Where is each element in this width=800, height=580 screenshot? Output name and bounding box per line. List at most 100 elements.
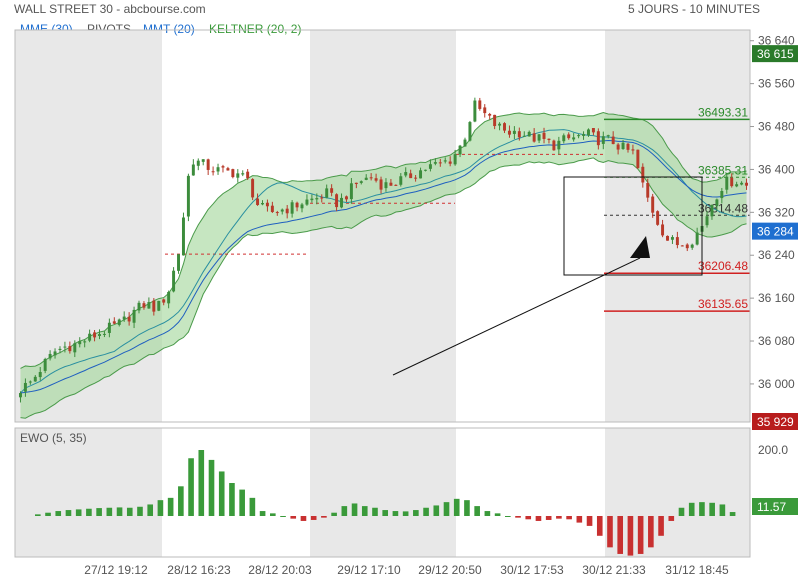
candle-body[interactable]: [63, 346, 67, 348]
candle-body[interactable]: [38, 372, 42, 378]
candle-body[interactable]: [58, 348, 62, 350]
candle-body[interactable]: [18, 393, 22, 398]
candle-body[interactable]: [162, 299, 166, 303]
candle-body[interactable]: [147, 302, 151, 309]
candle-body[interactable]: [522, 135, 526, 137]
candle-body[interactable]: [661, 224, 665, 236]
candle-body[interactable]: [453, 154, 457, 165]
candle-body[interactable]: [438, 162, 442, 164]
candle-body[interactable]: [310, 198, 314, 201]
candle-body[interactable]: [88, 333, 92, 341]
candle-body[interactable]: [186, 175, 190, 217]
candle-body[interactable]: [226, 168, 230, 171]
candle-body[interactable]: [448, 161, 452, 164]
candle-body[interactable]: [735, 184, 739, 187]
candle-body[interactable]: [285, 208, 289, 214]
candle-body[interactable]: [379, 179, 383, 190]
candle-body[interactable]: [567, 134, 571, 139]
annotation-box[interactable]: [563, 176, 703, 276]
candle-body[interactable]: [315, 198, 319, 200]
candle-body[interactable]: [710, 204, 714, 217]
candle-body[interactable]: [532, 133, 536, 142]
candle-body[interactable]: [256, 198, 260, 206]
candle-body[interactable]: [463, 139, 467, 147]
candle-body[interactable]: [720, 190, 724, 199]
candle-body[interactable]: [335, 194, 339, 208]
candle-body[interactable]: [265, 202, 269, 207]
candle-body[interactable]: [498, 123, 502, 126]
candle-body[interactable]: [28, 381, 32, 383]
candle-body[interactable]: [419, 170, 423, 179]
candle-body[interactable]: [241, 173, 245, 175]
candle-body[interactable]: [201, 159, 205, 162]
candle-body[interactable]: [478, 100, 482, 109]
candle-body[interactable]: [582, 134, 586, 136]
candle-body[interactable]: [621, 142, 625, 150]
candle-body[interactable]: [433, 162, 437, 164]
candle-body[interactable]: [231, 169, 235, 178]
candle-body[interactable]: [507, 130, 511, 135]
candle-body[interactable]: [690, 244, 694, 248]
candle-body[interactable]: [468, 122, 472, 141]
candle-body[interactable]: [122, 316, 126, 320]
candle-body[interactable]: [596, 131, 600, 146]
candle-body[interactable]: [305, 199, 309, 205]
candle-body[interactable]: [325, 188, 329, 198]
candle-body[interactable]: [591, 128, 595, 133]
candle-body[interactable]: [102, 333, 106, 335]
candle-body[interactable]: [394, 184, 398, 186]
candle-body[interactable]: [631, 149, 635, 151]
candle-body[interactable]: [251, 179, 255, 198]
candle-body[interactable]: [330, 188, 334, 193]
candle-body[interactable]: [374, 178, 378, 181]
candle-body[interactable]: [428, 164, 432, 169]
candle-body[interactable]: [399, 176, 403, 185]
candle-body[interactable]: [488, 113, 492, 116]
candle-body[interactable]: [236, 173, 240, 178]
candle-body[interactable]: [93, 332, 97, 338]
candle-body[interactable]: [23, 382, 27, 392]
chart-period[interactable]: 5 JOURS - 10 MINUTES: [628, 2, 761, 16]
candle-body[interactable]: [547, 138, 551, 141]
candle-body[interactable]: [295, 202, 299, 208]
candle-body[interactable]: [275, 212, 279, 214]
candle-body[interactable]: [725, 176, 729, 190]
candle-body[interactable]: [675, 237, 679, 246]
candle-body[interactable]: [340, 197, 343, 208]
candle-body[interactable]: [409, 173, 413, 179]
candle-body[interactable]: [616, 144, 620, 150]
annotation-arrow-line[interactable]: [392, 257, 641, 376]
candle-body[interactable]: [142, 303, 146, 308]
candle-body[interactable]: [206, 159, 210, 170]
candle-body[interactable]: [670, 237, 674, 240]
candle-body[interactable]: [112, 321, 116, 324]
candle-body[interactable]: [527, 131, 531, 137]
candle-body[interactable]: [552, 140, 556, 151]
candle-body[interactable]: [636, 149, 640, 168]
candle-body[interactable]: [745, 182, 749, 186]
candle-body[interactable]: [404, 172, 408, 176]
candle-body[interactable]: [167, 291, 171, 304]
candle-body[interactable]: [715, 199, 719, 207]
candle-body[interactable]: [577, 135, 581, 137]
candle-body[interactable]: [221, 166, 225, 168]
candle-body[interactable]: [646, 182, 650, 198]
candle-body[interactable]: [152, 300, 156, 312]
candle-body[interactable]: [666, 235, 669, 241]
candle-body[interactable]: [611, 136, 615, 145]
candle-body[interactable]: [685, 244, 689, 249]
candle-body[interactable]: [137, 302, 141, 311]
candle-body[interactable]: [641, 166, 645, 183]
candle-body[interactable]: [78, 341, 82, 345]
candle-body[interactable]: [414, 177, 418, 179]
candle-body[interactable]: [98, 334, 101, 336]
candle-body[interactable]: [443, 160, 447, 162]
candle-body[interactable]: [181, 217, 185, 256]
candle-body[interactable]: [705, 216, 709, 226]
candle-body[interactable]: [261, 203, 264, 205]
candle-body[interactable]: [601, 136, 605, 144]
candle-body[interactable]: [177, 254, 181, 271]
candle-body[interactable]: [33, 376, 37, 382]
candle-body[interactable]: [557, 140, 561, 150]
